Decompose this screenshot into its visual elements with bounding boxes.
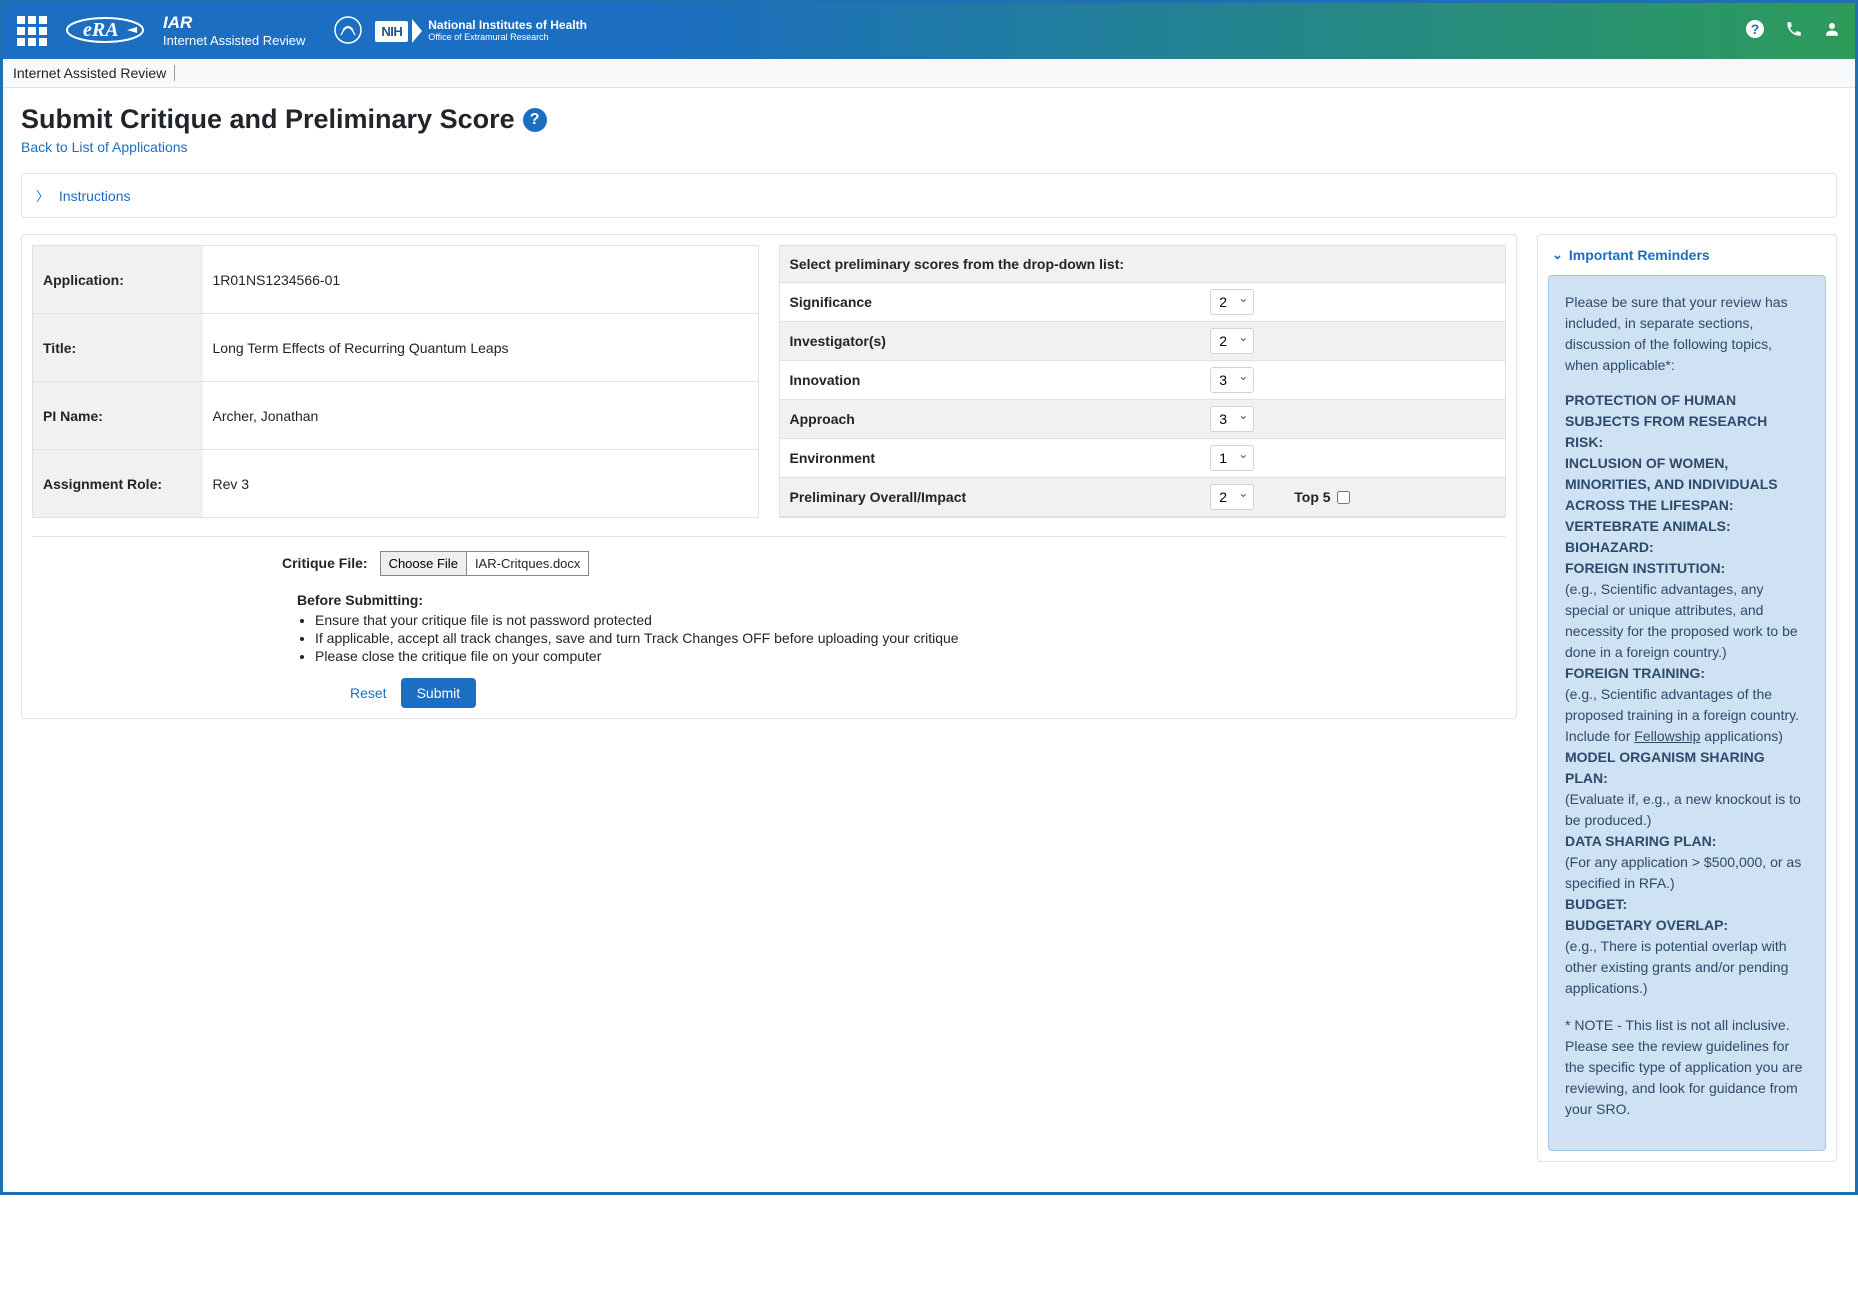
reminder-topic: BIOHAZARD: [1565, 537, 1809, 558]
reminder-topic: INCLUSION OF WOMEN, MINORITIES, AND INDI… [1565, 453, 1809, 516]
info-value: 1R01NS1234566-01 [203, 246, 759, 314]
page-help-icon[interactable]: ? [523, 108, 547, 132]
app-abbr: IAR [163, 14, 305, 33]
reminder-topic: DATA SHARING PLAN:(For any application >… [1565, 831, 1809, 894]
score-row: Preliminary Overall/Impact 2 Top 5 [780, 478, 1506, 517]
table-row: PI Name: Archer, Jonathan [33, 382, 759, 450]
score-label: Significance [780, 284, 1201, 320]
hhs-logo [333, 15, 363, 48]
score-row: Environment 1 [780, 439, 1506, 478]
score-select[interactable]: 2 [1210, 328, 1254, 354]
score-select[interactable]: 3 [1210, 367, 1254, 393]
reminder-topic: VERTEBRATE ANIMALS: [1565, 516, 1809, 537]
nih-badge: NIH [375, 21, 408, 42]
chevron-right-icon: 〉 [36, 186, 49, 205]
score-row: Innovation 3 [780, 361, 1506, 400]
critique-file-label: Critique File: [282, 551, 368, 576]
table-row: Application: 1R01NS1234566-01 [33, 246, 759, 314]
info-value: Archer, Jonathan [203, 382, 759, 450]
apps-grid-icon[interactable] [17, 16, 47, 46]
score-label: Preliminary Overall/Impact [780, 479, 1201, 515]
choose-file-button[interactable]: Choose File [381, 552, 467, 575]
list-item: If applicable, accept all track changes,… [315, 630, 1506, 646]
list-item: Ensure that your critique file is not pa… [315, 612, 1506, 628]
top5-checkbox[interactable] [1337, 491, 1350, 504]
score-label: Investigator(s) [780, 323, 1201, 359]
nih-block: NIH National Institutes of Health Office… [375, 19, 587, 43]
nih-arrow-icon [412, 19, 422, 43]
reminder-topic: BUDGETARY OVERLAP:(e.g., There is potent… [1565, 915, 1809, 999]
before-submitting-list: Ensure that your critique file is not pa… [315, 612, 1506, 664]
info-value: Long Term Effects of Recurring Quantum L… [203, 314, 759, 382]
reminder-topic: BUDGET: [1565, 894, 1809, 915]
main-form-panel: Application: 1R01NS1234566-01 Title: Lon… [21, 234, 1517, 719]
reminders-header-label: Important Reminders [1569, 247, 1710, 263]
reminder-topic: FOREIGN INSTITUTION:(e.g., Scientific ad… [1565, 558, 1809, 663]
header-actions: ? [1745, 19, 1841, 44]
page-title: Submit Critique and Preliminary Score [21, 104, 515, 135]
back-link[interactable]: Back to List of Applications [21, 139, 188, 155]
chevron-down-icon: ⌄ [1552, 247, 1563, 263]
score-panel: Select preliminary scores from the drop-… [779, 245, 1507, 518]
score-label: Approach [780, 401, 1201, 437]
score-label: Environment [780, 440, 1201, 476]
app-header: eRA IAR Internet Assisted Review NIH Nat… [3, 3, 1855, 59]
reminder-topic: MODEL ORGANISM SHARING PLAN:(Evaluate if… [1565, 747, 1809, 831]
info-label: PI Name: [33, 382, 203, 450]
breadcrumb[interactable]: Internet Assisted Review [13, 65, 175, 81]
phone-icon[interactable] [1785, 20, 1803, 43]
app-full-name: Internet Assisted Review [163, 33, 305, 49]
table-row: Assignment Role: Rev 3 [33, 450, 759, 518]
score-select[interactable]: 2 [1210, 484, 1254, 510]
nih-line2: Office of Extramural Research [428, 33, 587, 43]
score-label: Innovation [780, 362, 1201, 398]
critique-file-input[interactable]: Choose File IAR-Critques.docx [380, 551, 590, 576]
top5-checkbox-label[interactable]: Top 5 [1294, 489, 1349, 505]
nih-line1: National Institutes of Health [428, 19, 587, 32]
reminders-note: * NOTE - This list is not all inclusive.… [1565, 1015, 1809, 1120]
score-select[interactable]: 1 [1210, 445, 1254, 471]
breadcrumb-bar: Internet Assisted Review [3, 59, 1855, 88]
info-label: Title: [33, 314, 203, 382]
score-select[interactable]: 2 [1210, 289, 1254, 315]
score-panel-header: Select preliminary scores from the drop-… [780, 246, 1506, 283]
score-select[interactable]: 3 [1210, 406, 1254, 432]
help-icon[interactable]: ? [1745, 19, 1765, 44]
reminders-body: Please be sure that your review has incl… [1548, 275, 1826, 1151]
application-info-table: Application: 1R01NS1234566-01 Title: Lon… [32, 245, 759, 518]
score-row: Significance 2 [780, 283, 1506, 322]
instructions-toggle[interactable]: 〉 Instructions [21, 173, 1837, 218]
reminder-topic: FOREIGN TRAINING:(e.g., Scientific advan… [1565, 663, 1809, 747]
reminders-toggle[interactable]: ⌄ Important Reminders [1538, 235, 1836, 275]
svg-text:eRA: eRA [83, 19, 119, 41]
svg-text:?: ? [1751, 21, 1760, 37]
before-submitting-header: Before Submitting: [297, 592, 1506, 608]
app-title-block: IAR Internet Assisted Review [163, 14, 305, 48]
user-icon[interactable] [1823, 20, 1841, 43]
critique-filename: IAR-Critques.docx [467, 552, 588, 575]
info-value: Rev 3 [203, 450, 759, 518]
score-row: Approach 3 [780, 400, 1506, 439]
instructions-label: Instructions [59, 188, 131, 204]
reset-button[interactable]: Reset [350, 685, 387, 701]
era-logo[interactable]: eRA [65, 13, 145, 50]
submit-button[interactable]: Submit [401, 678, 477, 708]
reminder-topic: PROTECTION OF HUMAN SUBJECTS FROM RESEAR… [1565, 390, 1809, 453]
info-label: Assignment Role: [33, 450, 203, 518]
info-label: Application: [33, 246, 203, 314]
score-row: Investigator(s) 2 [780, 322, 1506, 361]
list-item: Please close the critique file on your c… [315, 648, 1506, 664]
table-row: Title: Long Term Effects of Recurring Qu… [33, 314, 759, 382]
divider [32, 536, 1506, 537]
reminders-panel: ⌄ Important Reminders Please be sure tha… [1537, 234, 1837, 1162]
reminders-intro: Please be sure that your review has incl… [1565, 292, 1809, 376]
